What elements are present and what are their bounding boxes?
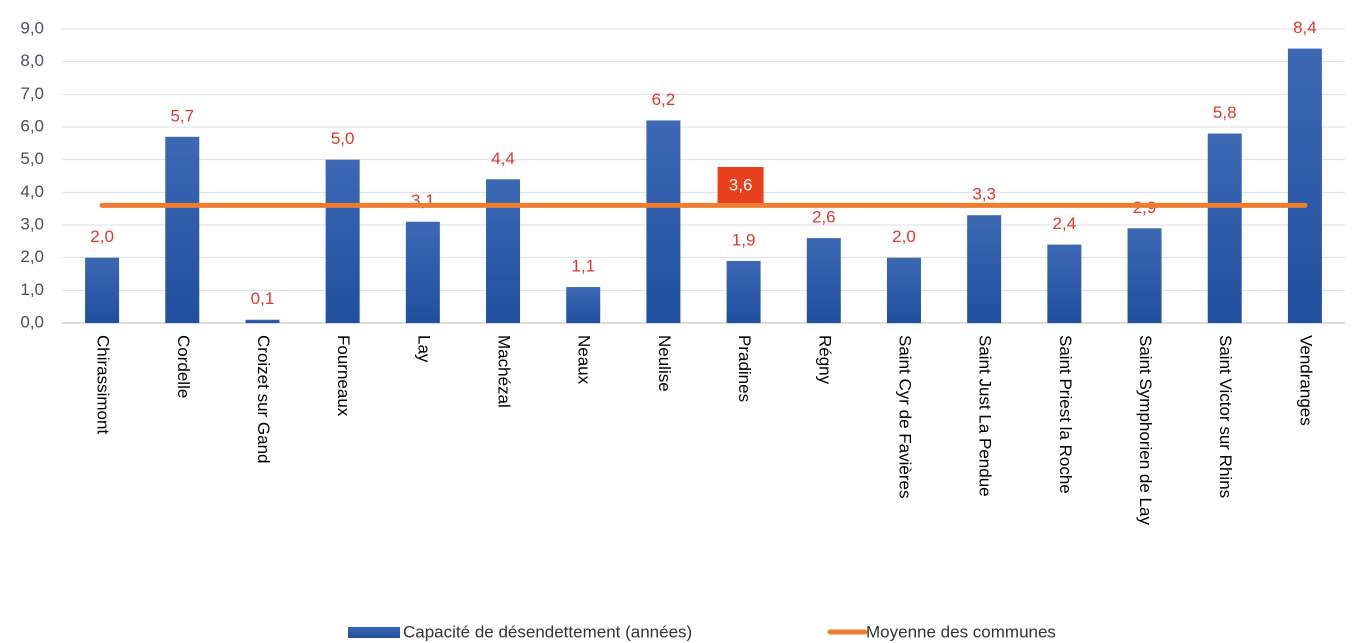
bar xyxy=(806,238,841,323)
bar xyxy=(1287,48,1322,323)
x-tick-label: Neaux xyxy=(575,335,594,385)
x-tick-label: Régny xyxy=(815,335,834,385)
value-label: 2,6 xyxy=(812,208,836,227)
bar xyxy=(886,257,921,323)
y-tick-label: 6,0 xyxy=(20,116,44,135)
x-tick-label: Neulise xyxy=(655,335,674,392)
value-label: 5,7 xyxy=(170,106,194,125)
x-tick-label: Croizet sur Gand xyxy=(254,335,273,464)
legend-label: Capacité de désendettement (années) xyxy=(403,622,692,641)
x-tick-label: Chirassimont xyxy=(94,335,113,434)
bar xyxy=(1047,244,1082,323)
legend-label: Moyenne des communes xyxy=(866,622,1056,641)
y-tick-label: 0,0 xyxy=(20,312,44,331)
x-tick-label: Fourneaux xyxy=(334,335,353,417)
value-label: 8,4 xyxy=(1293,18,1317,37)
average-label: 3,6 xyxy=(729,175,753,194)
y-tick-label: 1,0 xyxy=(20,280,44,299)
value-label: 2,4 xyxy=(1053,214,1077,233)
value-label: 5,0 xyxy=(331,129,355,148)
bar xyxy=(486,179,521,323)
legend-swatch xyxy=(348,627,400,638)
y-tick-label: 5,0 xyxy=(20,149,44,168)
y-tick-label: 3,0 xyxy=(20,214,44,233)
x-tick-label: Lay xyxy=(414,335,433,363)
value-label: 2,0 xyxy=(90,227,114,246)
y-tick-label: 2,0 xyxy=(20,247,44,266)
y-tick-label: 9,0 xyxy=(20,18,44,37)
x-tick-label: Pradines xyxy=(735,335,754,402)
bar xyxy=(1207,133,1242,323)
x-tick-label: Cordelle xyxy=(174,335,193,398)
bar xyxy=(967,215,1002,323)
bar xyxy=(646,120,681,323)
y-tick-label: 7,0 xyxy=(20,84,44,103)
average-label-box xyxy=(717,167,764,203)
y-tick-label: 4,0 xyxy=(20,182,44,201)
value-label: 1,9 xyxy=(732,230,756,249)
bar xyxy=(1127,228,1162,323)
value-label: 2,0 xyxy=(892,227,916,246)
bar xyxy=(85,257,120,323)
x-tick-label: Saint Just La Pendue xyxy=(976,335,995,497)
bar xyxy=(726,260,761,323)
bar xyxy=(245,319,280,323)
value-label: 1,1 xyxy=(571,257,595,276)
value-label: 6,2 xyxy=(652,90,676,109)
bar xyxy=(325,159,360,323)
x-tick-label: Saint Priest la Roche xyxy=(1056,335,1075,494)
x-tick-label: Saint Symphorien de Lay xyxy=(1136,335,1155,525)
bar xyxy=(566,287,601,323)
bar xyxy=(165,136,200,323)
value-label: 4,4 xyxy=(491,149,515,168)
value-label: 5,8 xyxy=(1213,103,1237,122)
x-tick-label: Machézal xyxy=(495,335,514,408)
value-label: 0,1 xyxy=(251,289,275,308)
x-tick-label: Vendranges xyxy=(1296,335,1315,426)
x-tick-label: Saint Cyr de Favières xyxy=(895,335,914,498)
value-label: 3,3 xyxy=(972,185,996,204)
x-tick-label: Saint Victor sur Rhins xyxy=(1216,335,1235,498)
y-tick-label: 8,0 xyxy=(20,51,44,70)
bar xyxy=(405,221,440,323)
